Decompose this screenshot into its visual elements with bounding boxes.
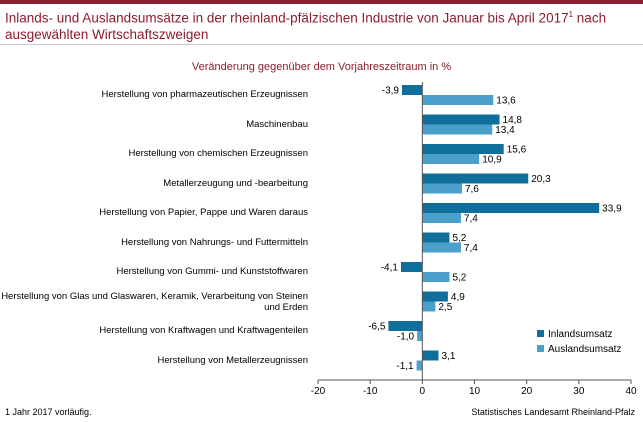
data-label: 13,4 <box>495 125 515 136</box>
data-label: 20,3 <box>531 174 551 185</box>
data-label: 10,9 <box>482 155 502 166</box>
legend-label: Inlandsumsatz <box>548 329 612 340</box>
inland-bar <box>422 291 448 302</box>
category-label: Metallerzeugung und -bearbeitung <box>163 177 308 189</box>
data-label: 14,8 <box>503 115 523 126</box>
x-tick-label: 20 <box>521 386 533 397</box>
x-tick-label: 10 <box>469 386 481 397</box>
category-label: Herstellung von Metallerzeugnissen <box>157 354 309 366</box>
inland-bar <box>388 321 423 331</box>
inland-legend-swatch <box>537 330 544 337</box>
data-label: 7,6 <box>465 184 479 195</box>
source-note: Statistisches Landesamt Rheinland-Pfalz <box>471 407 635 417</box>
data-label: -6,5 <box>368 322 386 333</box>
data-label: -3,9 <box>382 86 400 97</box>
inland-bar <box>400 262 423 272</box>
x-tick-label: 0 <box>420 386 426 397</box>
inland-bar <box>422 173 529 184</box>
data-label: 2,5 <box>438 302 452 313</box>
x-tick-label: 40 <box>625 386 637 397</box>
data-label: -1,1 <box>396 361 414 372</box>
data-label: -1,0 <box>397 332 415 343</box>
data-label: 3,1 <box>442 351 456 362</box>
inland-bar <box>422 144 504 154</box>
bar-chart: -3,913,614,813,415,610,920,37,633,97,45,… <box>311 82 637 397</box>
x-tick-label: -10 <box>363 386 378 397</box>
category-label: Herstellung von Nahrungs- und Futtermitt… <box>121 236 308 248</box>
title-divider <box>0 44 643 45</box>
data-label: 7,4 <box>464 243 478 254</box>
ausland-bar <box>422 183 462 194</box>
ausland-bar <box>416 360 423 371</box>
top-accent-bar <box>0 0 643 4</box>
category-label: Maschinenbau <box>246 118 308 130</box>
ausland-bar <box>422 242 461 253</box>
ausland-bar <box>422 154 480 164</box>
ausland-bar <box>422 301 436 312</box>
x-tick-label: 30 <box>573 386 585 397</box>
footnote: 1 Jahr 2017 vorläufig. <box>5 407 92 417</box>
x-tick-label: -20 <box>311 386 326 397</box>
ausland-bar <box>422 124 493 135</box>
category-label: Herstellung von chemischen Erzeugnissen <box>128 148 308 159</box>
category-label: Herstellung von Papier, Pappe und Waren … <box>99 207 308 218</box>
ausland-bar <box>422 213 461 223</box>
data-label: 5,2 <box>452 233 466 244</box>
data-label: 7,4 <box>464 214 478 225</box>
data-label: -4,1 <box>381 263 399 274</box>
legend-label: Auslandsumsatz <box>548 344 621 355</box>
category-label: Herstellung von Gummi- und Kunststoffwar… <box>116 266 309 277</box>
data-label: 13,6 <box>496 96 516 107</box>
ausland-bar <box>422 95 494 105</box>
ausland-legend-swatch <box>537 345 544 352</box>
data-label: 15,6 <box>507 145 527 156</box>
chart-subtitle: Veränderung gegenüber dem Vorjahreszeitr… <box>191 61 452 73</box>
inland-bar <box>422 232 450 243</box>
data-label: 33,9 <box>602 204 622 215</box>
category-label: Herstellung von pharmazeutischen Erzeugn… <box>101 89 308 100</box>
inland-bar <box>422 114 500 125</box>
chart-main-title: Inlands- und Auslandsumsätze in der rhei… <box>5 10 607 42</box>
inland-bar <box>422 350 439 361</box>
inland-bar <box>401 85 423 95</box>
ausland-bar <box>422 272 450 282</box>
data-label: 5,2 <box>452 273 466 284</box>
inland-bar <box>422 203 600 213</box>
ausland-bar <box>417 331 423 341</box>
data-label: 4,9 <box>451 292 465 303</box>
category-label: Herstellung von Glas und Glaswaren, Kera… <box>1 290 308 313</box>
category-label: Herstellung von Kraftwagen und Kraftwage… <box>99 325 308 336</box>
